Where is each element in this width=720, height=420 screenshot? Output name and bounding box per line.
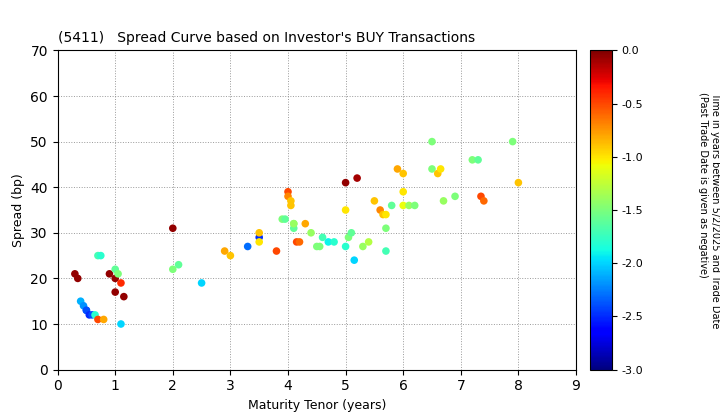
Point — [386, 202, 397, 209]
Point — [98, 316, 109, 323]
Point — [282, 193, 294, 199]
Point — [435, 165, 446, 172]
Point — [343, 234, 354, 241]
Point — [328, 239, 340, 245]
Point — [363, 239, 374, 245]
Point — [72, 275, 84, 282]
Point — [294, 239, 305, 245]
Point — [475, 193, 487, 199]
Point — [323, 239, 334, 245]
Point — [380, 211, 392, 218]
Point — [285, 197, 297, 204]
Point — [75, 298, 86, 304]
Point — [377, 211, 389, 218]
Point — [95, 252, 107, 259]
X-axis label: Maturity Tenor (years): Maturity Tenor (years) — [248, 399, 386, 412]
Point — [311, 243, 323, 250]
Point — [81, 307, 92, 314]
Point — [78, 302, 89, 309]
Point — [253, 234, 265, 241]
Point — [305, 229, 317, 236]
Point — [314, 243, 325, 250]
Point — [282, 189, 294, 195]
Point — [112, 270, 124, 277]
Point — [92, 252, 104, 259]
Text: Time in years between 5/2/2025 and Trade Date
(Past Trade Date is given as negat: Time in years between 5/2/2025 and Trade… — [698, 92, 720, 328]
Y-axis label: Spread (bp): Spread (bp) — [12, 173, 24, 247]
Point — [167, 266, 179, 273]
Point — [253, 239, 265, 245]
Point — [467, 157, 478, 163]
Point — [340, 243, 351, 250]
Point — [86, 312, 98, 318]
Point — [115, 280, 127, 286]
Point — [340, 207, 351, 213]
Point — [348, 257, 360, 263]
Point — [403, 202, 415, 209]
Point — [392, 165, 403, 172]
Point — [380, 225, 392, 231]
Point — [438, 197, 449, 204]
Point — [118, 293, 130, 300]
Point — [84, 312, 95, 318]
Point — [397, 189, 409, 195]
Point — [115, 320, 127, 327]
Point — [374, 207, 386, 213]
Point — [167, 225, 179, 231]
Point — [472, 157, 484, 163]
Point — [409, 202, 420, 209]
Point — [426, 138, 438, 145]
Point — [432, 170, 444, 177]
Point — [109, 266, 121, 273]
Point — [89, 312, 101, 318]
Point — [357, 243, 369, 250]
Point — [507, 138, 518, 145]
Point — [104, 270, 115, 277]
Point — [288, 220, 300, 227]
Point — [173, 261, 184, 268]
Point — [271, 248, 282, 255]
Point — [242, 243, 253, 250]
Point — [397, 202, 409, 209]
Point — [351, 175, 363, 181]
Point — [69, 270, 81, 277]
Point — [317, 234, 328, 241]
Point — [346, 229, 357, 236]
Point — [449, 193, 461, 199]
Point — [253, 229, 265, 236]
Point — [300, 220, 311, 227]
Point — [478, 197, 490, 204]
Point — [285, 202, 297, 209]
Text: (5411)   Spread Curve based on Investor's BUY Transactions: (5411) Spread Curve based on Investor's … — [58, 31, 474, 45]
Point — [225, 252, 236, 259]
Point — [288, 225, 300, 231]
Point — [92, 316, 104, 323]
Point — [219, 248, 230, 255]
Point — [291, 239, 302, 245]
Point — [369, 197, 380, 204]
Point — [279, 216, 291, 223]
Point — [397, 170, 409, 177]
Point — [81, 307, 92, 314]
Point — [426, 165, 438, 172]
Point — [513, 179, 524, 186]
Point — [288, 220, 300, 227]
Point — [340, 179, 351, 186]
Point — [196, 280, 207, 286]
Point — [109, 275, 121, 282]
Point — [380, 248, 392, 255]
Point — [109, 289, 121, 295]
Point — [276, 216, 288, 223]
